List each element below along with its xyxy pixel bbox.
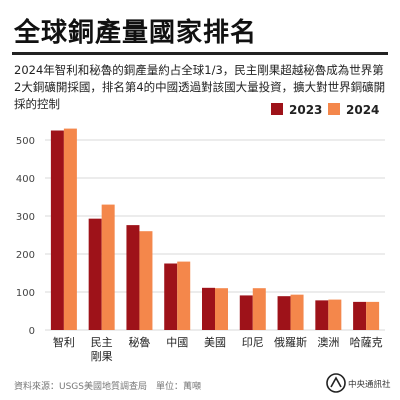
bar-2024	[63, 128, 77, 330]
bar-2024	[290, 294, 304, 330]
x-tick-label: 美國	[204, 336, 226, 349]
chart-subtitle: 2024年智利和秘魯的銅產量約占全球1/3，民主剛果超越秘魯成為世界第2大銅礦開…	[14, 63, 386, 111]
bar-2024	[101, 204, 115, 330]
x-tick-label: 印尼	[242, 336, 264, 349]
bar-2024	[328, 299, 342, 330]
bar-2023	[88, 218, 102, 330]
y-tick-label: 200	[16, 250, 35, 261]
cna-logo-icon	[326, 373, 346, 393]
bar-2024	[215, 288, 228, 330]
bar-2023	[126, 225, 140, 330]
source-note: 資料來源：USGS美國地質調查局 單位：萬噸	[14, 382, 201, 392]
x-tick-label: 剛果	[91, 350, 113, 363]
bar-2023	[353, 301, 367, 330]
x-tick-label: 中國	[166, 336, 188, 349]
bar-2024	[366, 301, 380, 330]
bar-2024	[177, 261, 191, 330]
y-tick-label: 0	[29, 326, 35, 337]
x-tick-label: 民主	[91, 336, 113, 349]
x-tick-label: 澳洲	[317, 336, 339, 349]
y-tick-label: 500	[16, 136, 35, 147]
x-tick-label: 俄羅斯	[274, 336, 307, 349]
chart-title: 全球銅產量國家排名	[14, 18, 258, 48]
legend-label-2024: 2024	[346, 103, 379, 117]
x-tick-label: 哈薩克	[350, 336, 383, 349]
y-tick-label: 300	[16, 212, 35, 223]
legend-swatch-2023	[271, 103, 283, 115]
bar-2023	[315, 300, 329, 330]
title-divider	[12, 52, 388, 55]
header: 全球銅產量國家排名	[0, 0, 400, 56]
y-tick-label: 100	[16, 288, 35, 299]
bar-2023	[202, 287, 215, 330]
legend-label-2023: 2023	[289, 103, 322, 117]
footer: 資料來源：USGS美國地質調查局 單位：萬噸 中央通訊社	[0, 370, 400, 400]
y-tick-label: 400	[16, 174, 35, 185]
bar-2023	[50, 130, 64, 330]
logo-text: 中央通訊社	[348, 380, 391, 390]
bar-2024	[139, 231, 153, 330]
legend-swatch-2024	[328, 103, 340, 115]
bar-2023	[239, 295, 253, 330]
cna-logo: 中央通訊社	[326, 372, 391, 394]
bar-2024	[252, 288, 266, 330]
x-tick-label: 秘魯	[128, 335, 150, 349]
x-tick-label: 智利	[53, 335, 75, 349]
bar-2023	[277, 296, 291, 330]
bar-2023	[164, 263, 178, 330]
bar-chart: 0 100 200 300 400 500 智利 民主剛果 秘魯 中國 美國 印尼 俄羅斯 澳洲 哈薩克 20…	[16, 103, 385, 363]
